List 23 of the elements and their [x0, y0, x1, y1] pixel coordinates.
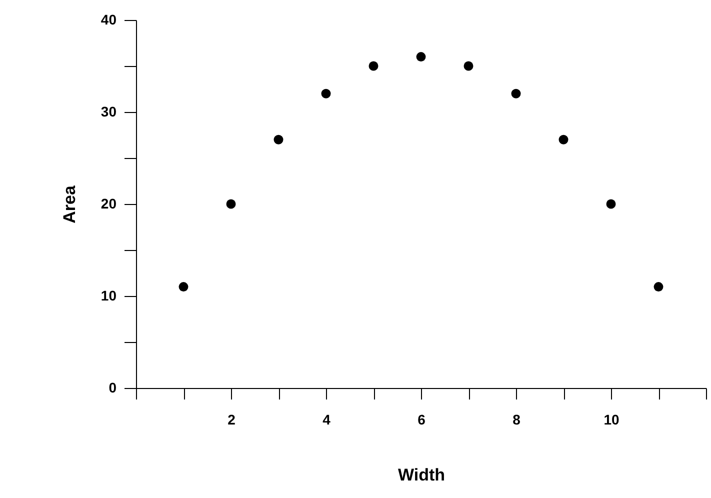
- point: [654, 282, 664, 292]
- x-tick-label: 8: [512, 412, 521, 428]
- y-tick-label: 30: [100, 104, 117, 120]
- y-tick-label: 40: [100, 12, 117, 28]
- x-tick-label: 10: [604, 412, 620, 428]
- y-tick-label: 20: [100, 196, 117, 212]
- y-tick-label: 10: [100, 288, 117, 304]
- y-tick-label: 0: [108, 380, 117, 396]
- point: [321, 88, 331, 98]
- point: [274, 134, 284, 144]
- point: [416, 52, 426, 62]
- point: [368, 61, 378, 71]
- point: [178, 282, 188, 292]
- x-axis-title: Width: [398, 466, 446, 484]
- point: [226, 199, 236, 209]
- point: [511, 88, 521, 98]
- x-tick-label: 6: [418, 412, 426, 428]
- x-tick-label: 4: [322, 412, 331, 428]
- point: [464, 61, 474, 71]
- x-tick-label: 2: [228, 412, 236, 428]
- y-axis-title: Area: [60, 185, 79, 224]
- point: [606, 199, 616, 209]
- point: [558, 134, 568, 144]
